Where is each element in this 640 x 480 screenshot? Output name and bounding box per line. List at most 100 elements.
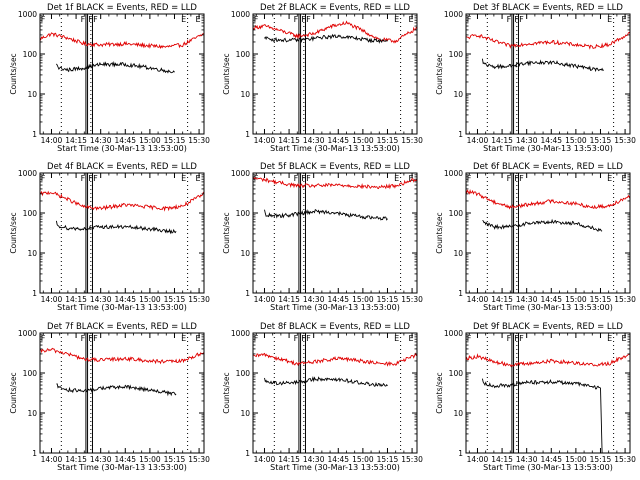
events-series-line (481, 58, 605, 73)
x-tick-label: 14:30 (516, 455, 538, 464)
x-tick-label: 14:00 (41, 295, 63, 304)
y-axis-label: Counts/sec (222, 372, 231, 413)
flag-label: E (621, 15, 626, 24)
lld-series-line (40, 190, 204, 212)
x-tick-label: 14:00 (467, 455, 489, 464)
x-tick-label: 14:30 (516, 136, 538, 145)
y-axis-label: Counts/sec (435, 212, 444, 253)
x-tick-label: 14:45 (114, 136, 136, 145)
plot-frame (252, 13, 418, 135)
x-tick-label: 15:00 (352, 455, 374, 464)
y-tick-label: 1 (245, 449, 250, 458)
plot-frame (39, 172, 205, 294)
x-tick-label: 14:00 (467, 295, 489, 304)
flag-label: E (195, 174, 200, 183)
x-tick-label: 15:15 (590, 455, 612, 464)
x-tick-label: 14:45 (327, 295, 349, 304)
x-tick-label: 14:45 (540, 136, 562, 145)
x-axis-label: Start Time (30-Mar-13 13:53:00) (270, 463, 400, 472)
flag-label: F (88, 334, 93, 343)
x-tick-label: 14:15 (491, 455, 513, 464)
plot-frame (39, 332, 205, 454)
flag-label: E (394, 334, 399, 343)
plot-frame (39, 13, 205, 135)
y-tick-label: 100 (23, 369, 38, 378)
x-axis-label: Start Time (30-Mar-13 13:53:00) (57, 303, 187, 312)
y-tick-label: 10 (240, 90, 250, 99)
x-tick-label: 14:00 (254, 295, 276, 304)
events-series-line (56, 60, 175, 74)
x-axis-label: Start Time (30-Mar-13 13:53:00) (483, 463, 613, 472)
flag-label: E (621, 334, 626, 343)
x-tick-label: 14:30 (303, 455, 325, 464)
y-tick-label: 10 (240, 249, 250, 258)
flag-label: F (81, 334, 86, 343)
flag-label: F (294, 174, 299, 183)
x-tick-label: 15:00 (565, 295, 587, 304)
panel-title: Det 7f BLACK = Events, RED = LLD (47, 322, 197, 332)
y-axis-label: Counts/sec (9, 53, 18, 94)
x-tick-label: 14:30 (303, 295, 325, 304)
flag-label: E (181, 334, 186, 343)
x-tick-label: 15:15 (377, 295, 399, 304)
flag-label: F (254, 15, 259, 24)
y-tick-label: 1000 (444, 10, 463, 19)
y-tick-label: 10 (27, 90, 37, 99)
x-tick-label: 14:45 (540, 455, 562, 464)
y-tick-label: 1 (245, 130, 250, 139)
flag-label: F (306, 174, 311, 183)
panel-title: Det 3f BLACK = Events, RED = LLD (473, 3, 623, 13)
x-axis-label: Start Time (30-Mar-13 13:53:00) (270, 144, 400, 153)
x-tick-label: 14:15 (491, 136, 513, 145)
y-axis-label: Counts/sec (9, 212, 18, 253)
flag-label: E (408, 15, 413, 24)
x-tick-label: 14:45 (540, 295, 562, 304)
x-tick-label: 15:30 (188, 455, 210, 464)
x-tick-label: 14:30 (303, 136, 325, 145)
x-tick-label: 15:15 (164, 136, 186, 145)
y-tick-label: 100 (23, 209, 38, 218)
flag-label: E (394, 15, 399, 24)
flag-label: F (514, 334, 519, 343)
lld-series-line (466, 188, 630, 210)
y-axis-label: Counts/sec (435, 372, 444, 413)
x-tick-label: 14:15 (278, 455, 300, 464)
y-tick-label: 1000 (18, 329, 37, 338)
x-tick-label: 14:30 (90, 455, 112, 464)
flag-label: E (394, 174, 399, 183)
flag-label: F (93, 174, 98, 183)
events-series-line (264, 375, 388, 387)
x-tick-label: 15:00 (565, 136, 587, 145)
lld-series-line (40, 347, 204, 365)
x-tick-label: 14:45 (327, 136, 349, 145)
x-tick-label: 14:15 (65, 136, 87, 145)
y-tick-label: 1 (458, 289, 463, 298)
flag-label: E (607, 15, 612, 24)
lld-series-line (466, 31, 630, 50)
y-axis-label: Counts/sec (9, 372, 18, 413)
events-series-line (264, 209, 388, 221)
y-tick-label: 1 (458, 130, 463, 139)
y-tick-label: 100 (236, 50, 251, 59)
x-tick-label: 14:00 (467, 136, 489, 145)
x-tick-label: 14:45 (114, 455, 136, 464)
flag-label: F (514, 15, 519, 24)
y-tick-label: 1000 (231, 329, 250, 338)
plot-frame (252, 332, 418, 454)
panel-title: Det 6f BLACK = Events, RED = LLD (473, 162, 623, 172)
x-tick-label: 14:00 (41, 455, 63, 464)
events-series-line (264, 33, 388, 44)
lld-series-line (253, 352, 417, 367)
flag-label: E (621, 174, 626, 183)
flag-label: F (306, 15, 311, 24)
y-tick-label: 1 (32, 130, 37, 139)
x-tick-label: 15:30 (188, 295, 210, 304)
flag-label: E (408, 334, 413, 343)
x-tick-label: 15:30 (401, 136, 423, 145)
panel-title: Det 8f BLACK = Events, RED = LLD (260, 322, 410, 332)
panel-title: Det 2f BLACK = Events, RED = LLD (260, 3, 410, 13)
y-axis-label: Counts/sec (222, 53, 231, 94)
